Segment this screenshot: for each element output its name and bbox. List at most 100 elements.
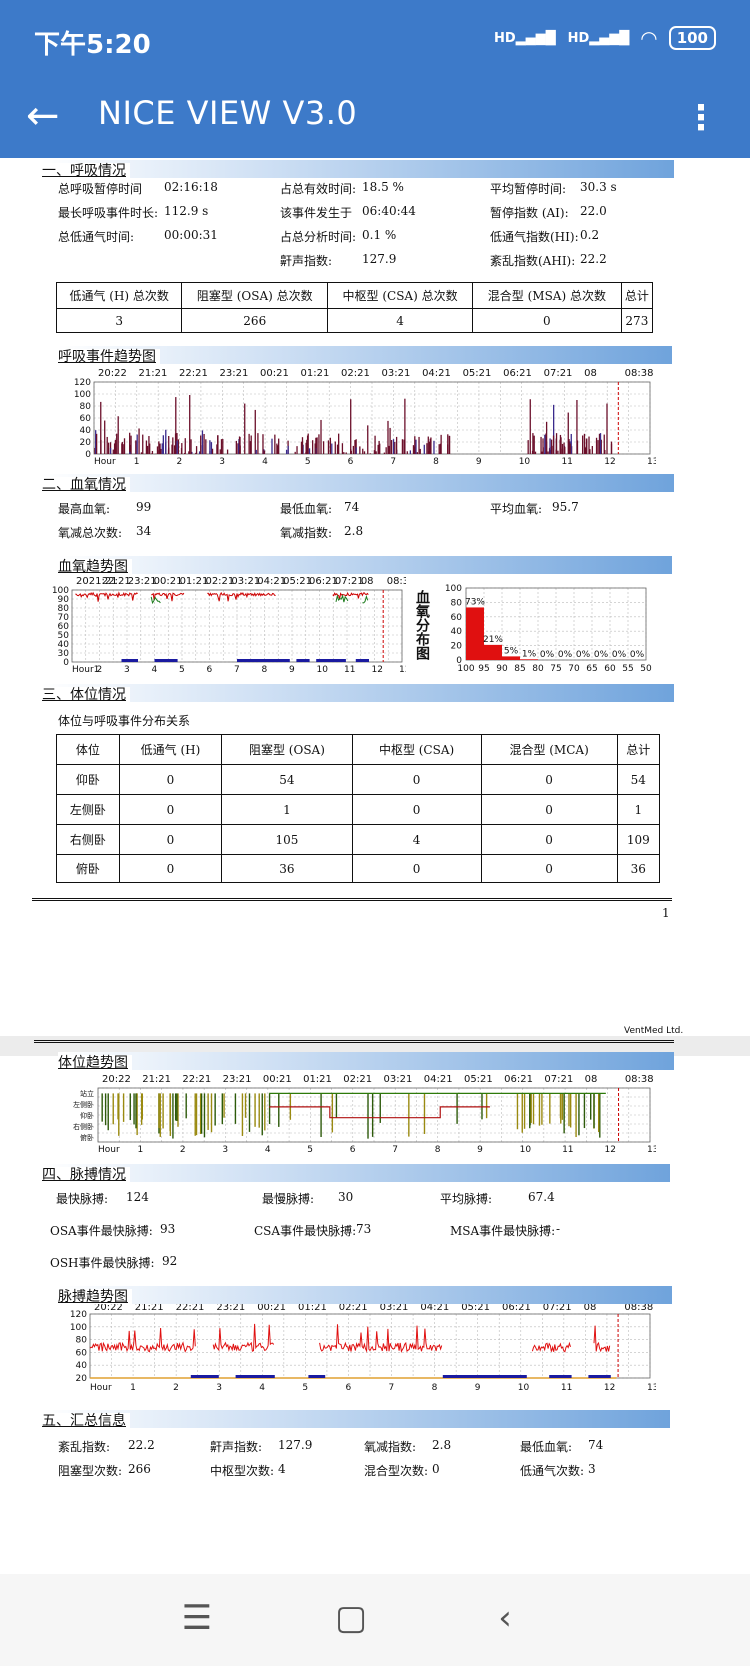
pulse-line	[319, 1324, 443, 1353]
x-tick-label: 12	[605, 1145, 616, 1155]
position-axis-label: 站立	[80, 1089, 94, 1098]
table-cell: 0	[118, 824, 223, 855]
table-cell: 4	[327, 308, 473, 333]
event-band	[308, 1375, 326, 1378]
stat-label: 阻塞型次数:	[58, 1464, 123, 1478]
table-cell: 0	[480, 794, 618, 825]
x-tick-label: 6	[207, 665, 213, 675]
resp-trend-chart: 20:22 21:21 22:21 23:21 00:21 01:21 02:21 03:21…	[56, 364, 659, 467]
x-tick-label: 1	[134, 457, 140, 466]
event-band	[588, 1375, 611, 1378]
position-axis-label: 右侧卧	[73, 1122, 94, 1131]
x-tick-label: 11	[561, 457, 572, 466]
y-tick-label: 60	[80, 414, 92, 424]
x-tick-label: 3	[222, 1145, 228, 1155]
top-time-label: 05:21	[461, 1304, 490, 1313]
x-tick-label: 10	[518, 1383, 530, 1393]
battery-icon: 100	[668, 26, 716, 50]
x-tick-label: Hour	[98, 1145, 120, 1155]
y-tick-label: 40	[451, 627, 463, 637]
table-cell: 0	[118, 764, 223, 795]
position-axis-label: 仰卧	[80, 1111, 94, 1120]
stat-value: 0.1 %	[362, 228, 397, 242]
table-cell: 105	[221, 824, 353, 855]
x-tick-label: Hour	[90, 1383, 112, 1393]
top-time-label: 22:21	[179, 368, 208, 379]
top-time-label: 04:21	[420, 1304, 449, 1313]
dist-bar	[502, 656, 520, 660]
x-tick-label: 3	[124, 665, 130, 675]
data-label: 0%	[558, 650, 573, 660]
plot-frame	[97, 1087, 651, 1143]
stat-label: 鼾声指数:	[280, 254, 333, 268]
data-label: 0%	[594, 650, 609, 660]
data-label: 0%	[540, 650, 555, 660]
x-tick-label: 5	[179, 665, 185, 675]
x-tick-label: 1	[137, 1145, 143, 1155]
x-tick-label: 7	[234, 665, 240, 675]
stat-value: 22.2	[580, 252, 607, 266]
y-tick-label: 20	[76, 1374, 88, 1384]
chart-title: 血氧趋势图	[58, 559, 132, 575]
top-time-label: 08	[361, 576, 374, 587]
y-tick-label: 20	[451, 642, 463, 652]
menu-icon[interactable]: ☰	[181, 1598, 213, 1638]
x-tick-label: 13	[647, 457, 656, 466]
x-tick-label: 13	[647, 1383, 656, 1393]
spo2-trend-header: 血氧趋势图	[58, 556, 672, 575]
signal-icon: HD▂▄▆█	[493, 30, 556, 46]
resp-trend-svg: 20:22 21:21 22:21 23:21 00:21 01:21 02:21 03:21…	[74, 368, 659, 467]
top-time-label: 06:21	[502, 1304, 531, 1313]
y-tick-label: 40	[58, 640, 70, 650]
y-tick-label: 0	[63, 658, 69, 668]
stat-label: 低通气次数:	[520, 1464, 585, 1478]
data-label: 73%	[465, 597, 485, 607]
y-tick-label: 60	[451, 613, 463, 623]
table-cell: 0	[118, 794, 223, 825]
more-options-icon[interactable]: ⋮	[684, 98, 718, 138]
table-cell: 36	[221, 854, 353, 883]
stat-value: 93	[160, 1222, 176, 1236]
events-summary-table: 低通气 (H) 总次数 阻塞型 (OSA) 总次数 中枢型 (CSA) 总次数 …	[55, 282, 654, 333]
dist-bar	[520, 659, 538, 660]
x-tick-label: 5	[302, 1383, 308, 1393]
table-cell: 右侧卧	[56, 824, 120, 855]
table-caption: 体位与呼吸事件分布关系	[58, 714, 191, 728]
top-time-label: 22:21	[102, 576, 131, 587]
stat-label: 紊乱指数:	[58, 1440, 111, 1454]
x-tick-label: 13	[647, 1145, 656, 1155]
x-tick-label: 50	[640, 664, 652, 674]
stat-value: 127.9	[362, 252, 397, 266]
pos-trend-chart: 20:22 21:21 22:21 23:21 00:21 01:21 02:21 03:21…	[56, 1072, 658, 1156]
x-tick-label: Hour	[94, 457, 116, 466]
x-tick-label: 8	[432, 1383, 438, 1393]
y-tick-label: 60	[76, 1348, 88, 1358]
back-icon[interactable]: ‹	[498, 1598, 512, 1638]
x-tick-label: 12	[604, 457, 615, 466]
y-tick-label: 100	[52, 586, 69, 596]
status-bar: 下午5:20 HD▂▄▆█ HD▂▄▆█ ◠ 100	[0, 0, 750, 82]
table-header: 中枢型 (CSA)	[351, 734, 482, 765]
data-label: 0%	[576, 650, 591, 660]
x-tick-label: 4	[262, 457, 268, 466]
spo2-line	[151, 592, 185, 602]
x-tick-label: 2	[173, 1383, 179, 1393]
stat-value: 02:16:18	[164, 180, 218, 194]
home-icon[interactable]: ▢	[334, 1598, 368, 1638]
footer-rule	[32, 898, 672, 902]
spo2-dist-label: 血氧分布图	[414, 590, 430, 660]
table-row: 俯卧 0 36 0 0 36	[56, 854, 661, 883]
top-time-label: 20:22	[102, 1074, 131, 1085]
stat-value: 2.8	[344, 524, 364, 538]
table-cell: 1	[221, 794, 353, 825]
back-arrow-icon[interactable]: ←	[26, 93, 60, 139]
pulse-line	[212, 1323, 275, 1352]
top-time-label: 20:22	[98, 368, 127, 379]
y-tick-label: 20	[80, 438, 92, 448]
table-cell: 0	[471, 308, 622, 333]
top-time-label: 03:21	[384, 1074, 413, 1085]
x-tick-label: 2	[97, 665, 103, 675]
y-tick-label: 70	[58, 613, 70, 623]
data-label: 5%	[504, 646, 519, 656]
app-bar: ← NICE VIEW V3.0 ⋮	[0, 82, 750, 158]
